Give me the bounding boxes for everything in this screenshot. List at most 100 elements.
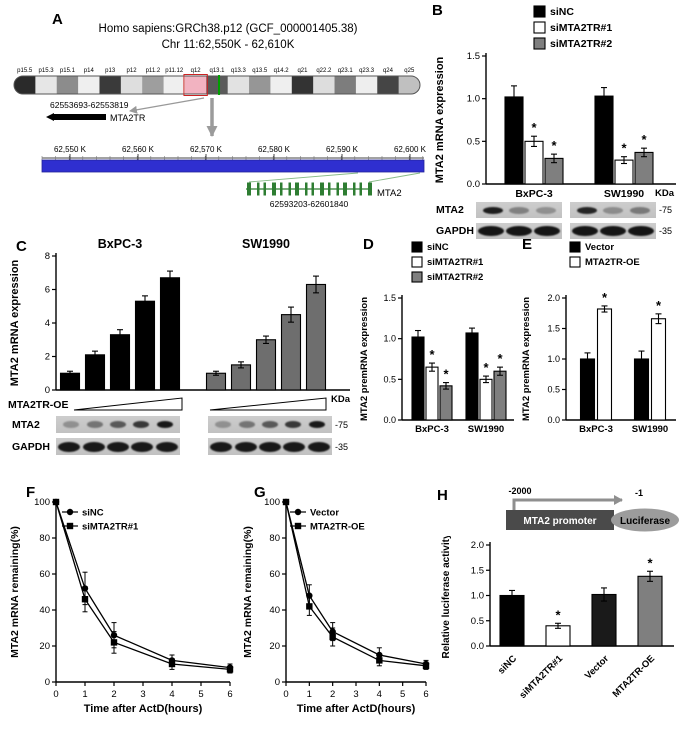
blot-membrane [208, 438, 332, 455]
dose-gradient-triangle [209, 397, 327, 411]
bar [479, 378, 493, 421]
significance-star: * [621, 141, 627, 156]
chromosome-band [142, 76, 165, 94]
ruler-tick-label: 62,560 K [122, 145, 155, 154]
y-tick-label: 1.0 [471, 591, 484, 602]
band-label: p11.12 [165, 68, 184, 74]
mta2-premrna-bar-chart: 0.0 0.5 1.0 1.5 2.0 MTA2 premRNA expression * B… [521, 241, 676, 435]
chromosome-band [184, 76, 207, 94]
band-label: q21 [297, 68, 308, 74]
protein-band [285, 421, 302, 428]
exon [263, 182, 266, 196]
exon [328, 182, 331, 196]
band-label: q13.5 [252, 68, 268, 74]
chromosome-band [377, 76, 400, 94]
y-axis-title: MTA2 premRNA expression [359, 297, 370, 421]
protein-band [506, 226, 532, 236]
blot-membrane [570, 202, 656, 218]
mta2tr-strand-arrow [46, 113, 54, 121]
legend-label: MTA2TR-OE [310, 522, 365, 533]
legend-swatch [533, 37, 546, 50]
y-axis-title: MTA2 mRNA remaining(%) [242, 526, 254, 658]
protein-band [210, 441, 233, 452]
band-label: q22.2 [316, 68, 332, 74]
mta2-premrna-bar-chart: 0.0 0.5 1.0 1.5 MTA2 premRNA expression * * BxP… [359, 241, 514, 435]
marker-square [168, 660, 176, 668]
x-category-label: SW1990 [468, 424, 504, 435]
bar [465, 332, 479, 421]
protein-band [106, 441, 129, 452]
blot-membrane [476, 202, 562, 218]
y-tick-label: 0 [275, 677, 280, 688]
blot-protein-label: MTA2 [436, 204, 464, 216]
chromosome-band [334, 76, 357, 94]
mta2-mrna-bar-chart: 0.0 0.5 1.0 1.5 MTA2 mRNA expression * * BxPC-3… [434, 5, 676, 200]
significance-star: * [602, 290, 608, 305]
y-tick-label: 20 [269, 641, 280, 652]
y-axis-title: MTA2 mRNA expression [434, 56, 446, 183]
bar [109, 334, 131, 391]
bar [230, 364, 252, 391]
band-label: p15.1 [60, 68, 76, 74]
y-tick-label: 2 [45, 352, 50, 363]
panel-label-c: C [16, 238, 27, 255]
y-tick-label: 1.5 [467, 51, 480, 62]
x-tick-label: 3 [140, 689, 145, 700]
protein-band [131, 441, 154, 452]
mta2tr-label: MTA2TR [110, 113, 146, 123]
bar [594, 95, 614, 185]
protein-band [238, 421, 255, 428]
y-tick-label: 20 [39, 641, 50, 652]
band-label: q23.3 [359, 68, 375, 74]
sequence-bar [41, 159, 425, 173]
y-tick-label: 6 [45, 285, 50, 296]
band-label: q14.2 [274, 68, 290, 74]
x-category-label: Vector [583, 653, 612, 682]
x-tick-label: 3 [353, 689, 358, 700]
protein-band [509, 206, 529, 214]
significance-star: * [555, 607, 561, 622]
blot-membrane [476, 223, 562, 239]
luciferase-activity-bar-chart: 0.0 0.5 1.0 1.5 2.0 Relative luciferase activ… [441, 536, 674, 701]
ideogram-outline [13, 75, 421, 95]
chromosome-band [78, 76, 100, 94]
mta2-coordinates: 62593203-62601840 [270, 199, 349, 209]
y-tick-label: 80 [269, 533, 280, 544]
exon [320, 182, 324, 196]
y-tick-label: 0.5 [383, 374, 396, 384]
ruler-tick-label: 62,570 K [190, 145, 223, 154]
band-label: p13 [105, 68, 116, 74]
protein-band [308, 421, 325, 428]
y-axis-title: MTA2 mRNA expression [9, 259, 21, 386]
legend-swatch [533, 5, 546, 18]
bar [637, 575, 663, 647]
bar [84, 354, 106, 391]
marker-square [422, 662, 430, 669]
y-tick-label: 0 [45, 677, 50, 688]
molecular-weight-marker: -75 [335, 419, 349, 430]
y-tick-label: 1.5 [383, 293, 396, 303]
exon [288, 182, 291, 196]
ruler-tick-label: 62,600 K [394, 145, 427, 154]
significance-star: * [551, 138, 557, 153]
blot-membrane [208, 416, 332, 433]
bar [305, 283, 327, 391]
chromosome-band [227, 76, 250, 94]
significance-star: * [497, 351, 503, 366]
bar [280, 314, 302, 391]
panel-label-a: A [52, 11, 63, 28]
blot-membrane [56, 416, 180, 433]
band-label: q12 [191, 68, 202, 74]
panel-label-d: D [363, 236, 374, 253]
y-tick-label: 8 [45, 251, 50, 262]
band-label: p12 [127, 68, 138, 74]
y-tick-label: 1.0 [547, 354, 560, 364]
y-tick-label: 0.5 [471, 616, 484, 627]
cell-line-title: BxPC-3 [98, 237, 143, 251]
chromosome-band [355, 76, 378, 94]
mta2-mrna-dose-bar-chart: 0 2 4 6 8 MTA2 mRNA expression BxPC-3 SW1990 [9, 237, 350, 394]
x-tick-label: 5 [198, 689, 203, 700]
y-tick-label: 0.5 [467, 136, 480, 147]
mrna-decay-line-chart: 0 20 40 60 80 100 MTA2 mRNA remaining(%) 0 1 2 3 4 5… [9, 497, 234, 715]
protein-band [576, 206, 597, 214]
